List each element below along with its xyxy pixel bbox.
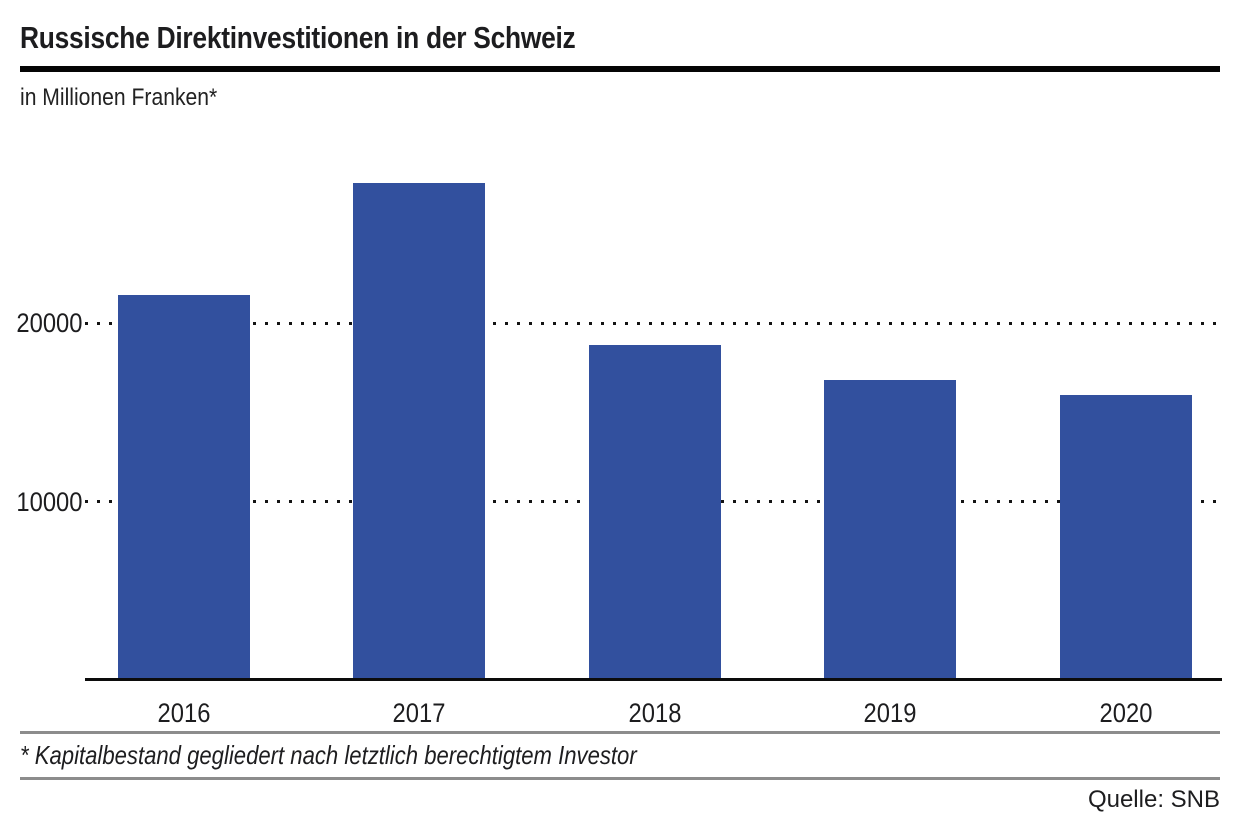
x-axis-tick-label: 2020 (1099, 698, 1153, 728)
chart-title: Russische Direktinvestitionen in der Sch… (20, 20, 576, 55)
bar-2020 (1059, 395, 1192, 679)
bar-2019 (824, 380, 957, 679)
x-axis-tick-label: 2016 (157, 698, 210, 728)
gridline-20000 (85, 321, 1222, 325)
footnote-rule-top (20, 731, 1220, 734)
title-rule (20, 66, 1220, 72)
x-axis-tick-label: 2017 (392, 698, 446, 728)
bar-2018 (588, 345, 721, 679)
footnote-rule-bottom (20, 777, 1220, 780)
x-axis-tick-label: 2018 (628, 698, 682, 728)
source-label: Quelle: SNB (1087, 786, 1220, 813)
footnote: * Kapitalbestand gegliedert nach letztli… (20, 740, 637, 770)
x-axis-line (85, 678, 1222, 681)
bar-2016 (117, 295, 250, 679)
chart-subtitle: in Millionen Franken* (20, 84, 218, 111)
x-axis-tick-label: 2019 (863, 698, 917, 728)
y-axis-tick-label: 20000 (16, 308, 83, 338)
bar-2017 (353, 182, 486, 679)
y-axis-tick-label: 10000 (16, 486, 83, 517)
